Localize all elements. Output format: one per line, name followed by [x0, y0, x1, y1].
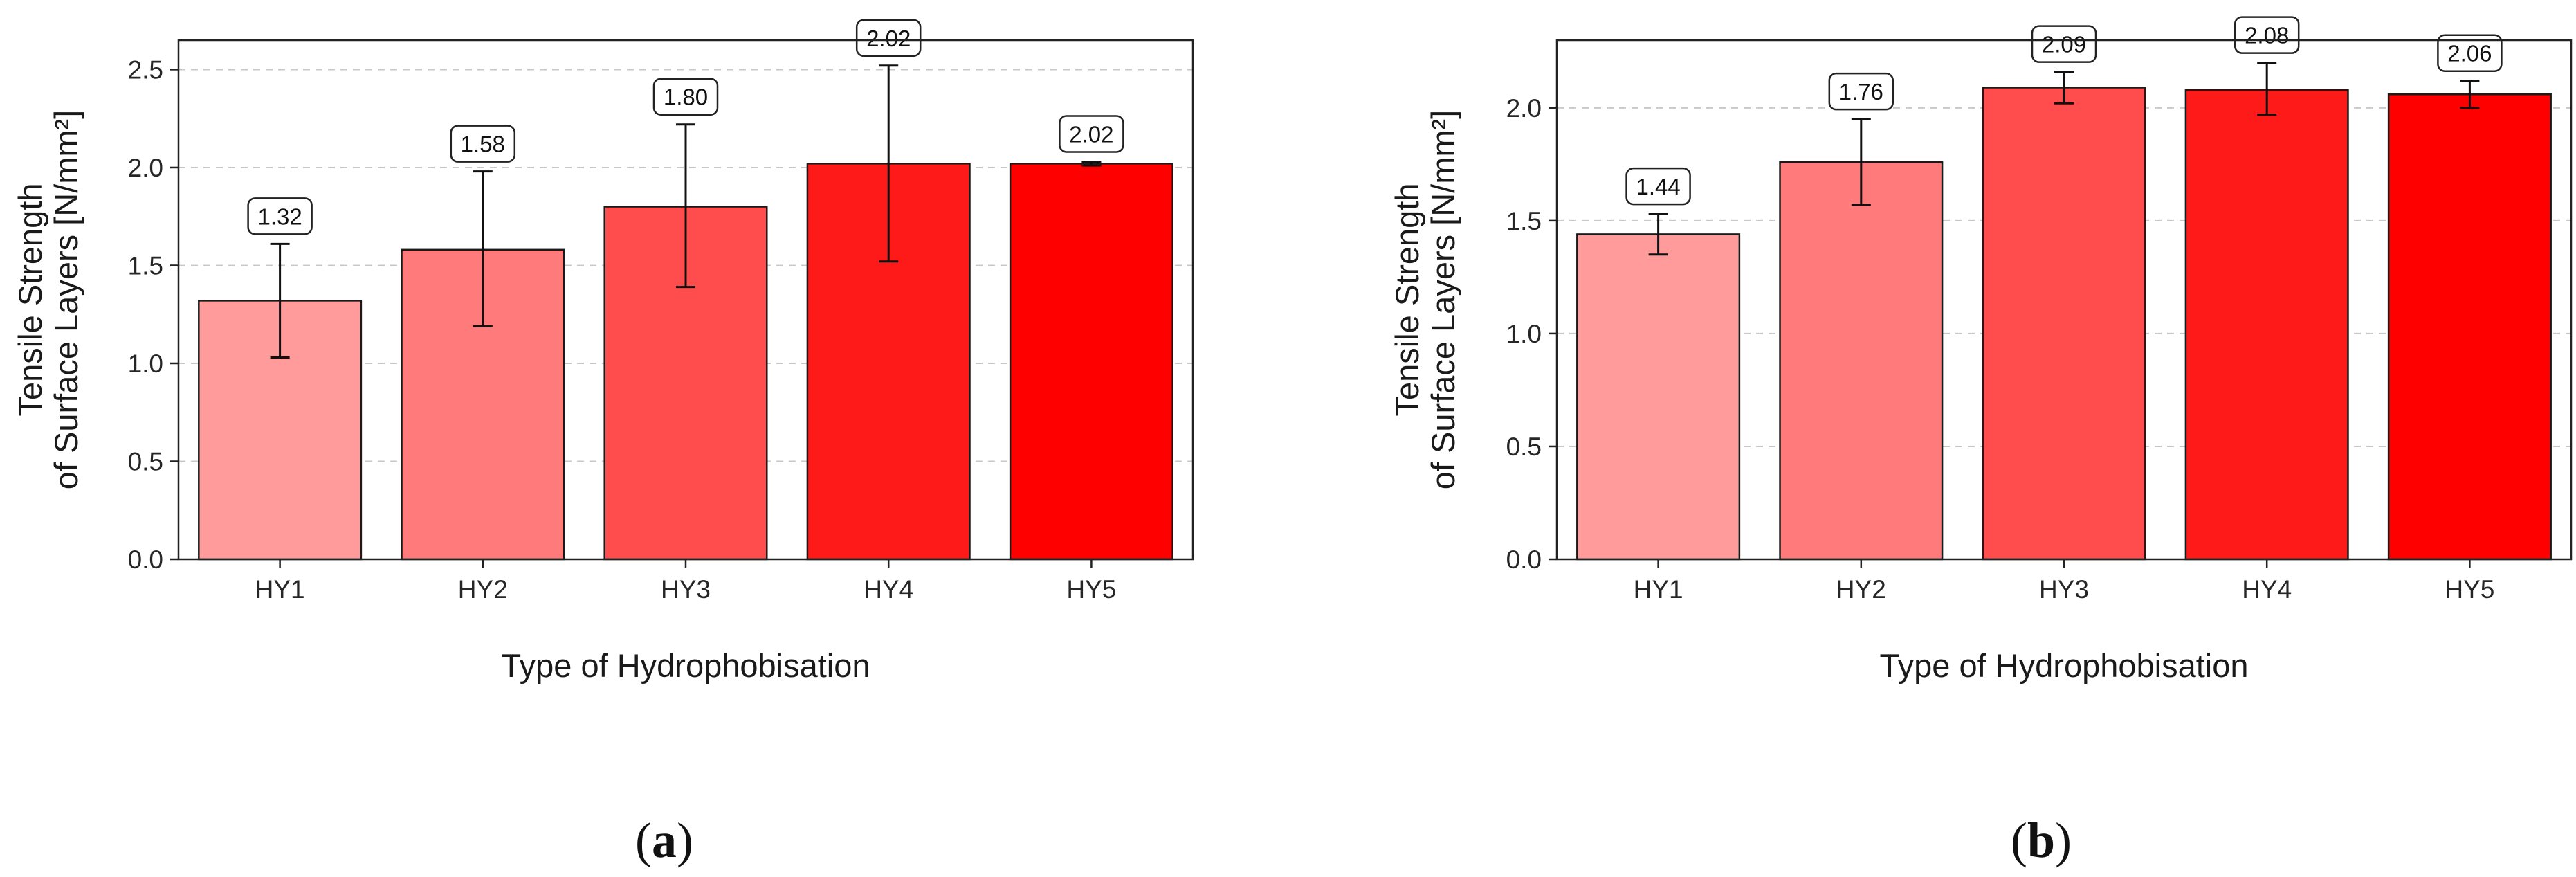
- x-tick-label-hy2: HY2: [1836, 575, 1886, 604]
- bar-hy4: [2184, 89, 2349, 561]
- y-tick-label: 0.0: [1506, 545, 1542, 574]
- x-tick-label-hy3: HY3: [2039, 575, 2089, 604]
- value-label-box: [1059, 115, 1124, 153]
- value-label-hy3: 1.80: [664, 84, 708, 110]
- x-tick-label-hy5: HY5: [1066, 575, 1116, 604]
- y-axis-label-a-line2: of Surface Layers [N/mm²]: [48, 110, 84, 490]
- y-axis-label-a-line1: Tensile Strength: [12, 183, 48, 416]
- y-tick-label: 1.0: [1506, 320, 1542, 348]
- y-tick-label: 2.0: [1506, 94, 1542, 123]
- x-tick-label-hy4: HY4: [2242, 575, 2292, 604]
- x-axis-label-b: Type of Hydrophobisation: [1880, 647, 2249, 684]
- bar-hy5: [2387, 93, 2552, 561]
- value-labels-b: 1.44 1.76 2.09 2.08 2.06: [1625, 16, 2503, 206]
- x-ticks-a: HY1 HY2 HY3 HY4 HY5: [255, 559, 1116, 604]
- value-label-hy4: 2.08: [2245, 23, 2289, 48]
- value-label-hy5: 2.06: [2447, 41, 2492, 66]
- y-tick-label: 0.0: [128, 545, 163, 574]
- value-label-box: [1625, 167, 1691, 206]
- value-label-hy2: 1.58: [461, 132, 505, 157]
- bars-b: [1576, 87, 2552, 561]
- caption-b: (b): [2011, 813, 2072, 868]
- value-label-box: [2437, 34, 2503, 72]
- chart-panel-b: 1.44 1.76 2.09 2.08 2.06 0.0 0.5 1.0 1.5 2.0 HY1…: [1389, 16, 2573, 868]
- value-label-hy1: 1.32: [257, 204, 302, 229]
- x-tick-label-hy2: HY2: [458, 575, 508, 604]
- bar-hy2: [1779, 161, 1944, 561]
- y-tick-label: 2.0: [128, 154, 163, 182]
- y-tick-label: 2.5: [128, 55, 163, 84]
- value-labels-a: 1.32 1.58 1.80 2.02 2.02: [247, 19, 1124, 235]
- x-tick-label-hy1: HY1: [1634, 575, 1683, 604]
- value-label-hy3: 2.09: [2042, 32, 2086, 57]
- value-label-box: [855, 19, 922, 57]
- bar-hy5: [1009, 163, 1173, 561]
- value-label-hy2: 1.76: [1839, 79, 1883, 105]
- y-ticks-b: 0.0 0.5 1.0 1.5 2.0: [1506, 94, 1557, 574]
- value-label-hy1: 1.44: [1636, 174, 1680, 199]
- x-tick-label-hy1: HY1: [255, 575, 305, 604]
- x-ticks-b: HY1 HY2 HY3 HY4 HY5: [1634, 559, 2494, 604]
- y-tick-label: 1.5: [128, 251, 163, 280]
- bar-hy3: [1982, 87, 2146, 561]
- value-label-hy5: 2.02: [1069, 121, 1113, 147]
- chart-panel-a: 1.321.581.802.022.02 0.00.51.01.52.02.5 …: [12, 19, 1194, 868]
- value-label-box: [247, 197, 313, 235]
- error-bars-b: [1648, 62, 2480, 256]
- x-tick-label-hy5: HY5: [2445, 575, 2494, 604]
- value-label-box: [2234, 16, 2300, 54]
- value-label-hy4: 2.02: [866, 26, 911, 51]
- value-label-box: [2031, 25, 2097, 63]
- y-tick-label: 0.5: [1506, 433, 1542, 461]
- error-bars-a: [270, 64, 1102, 359]
- y-axis-label-b-line1: Tensile Strength: [1389, 183, 1425, 416]
- y-tick-label: 0.5: [128, 447, 163, 476]
- y-ticks-a: 0.0 0.5 1.0 1.5 2.0 2.5: [128, 55, 179, 574]
- value-label-box: [652, 78, 719, 116]
- x-tick-label-hy4: HY4: [864, 575, 913, 604]
- caption-a: (a): [635, 813, 693, 868]
- y-axis-label-b-line2: of Surface Layers [N/mm²]: [1425, 110, 1461, 490]
- y-tick-label: 1.5: [1506, 207, 1542, 235]
- y-tick-label: 1.0: [128, 350, 163, 378]
- value-label-box: [1828, 72, 1894, 111]
- x-axis-label-a: Type of Hydrophobisation: [502, 647, 870, 684]
- bar-hy1: [1576, 233, 1741, 561]
- value-label-box: [450, 125, 516, 163]
- x-tick-label-hy3: HY3: [661, 575, 711, 604]
